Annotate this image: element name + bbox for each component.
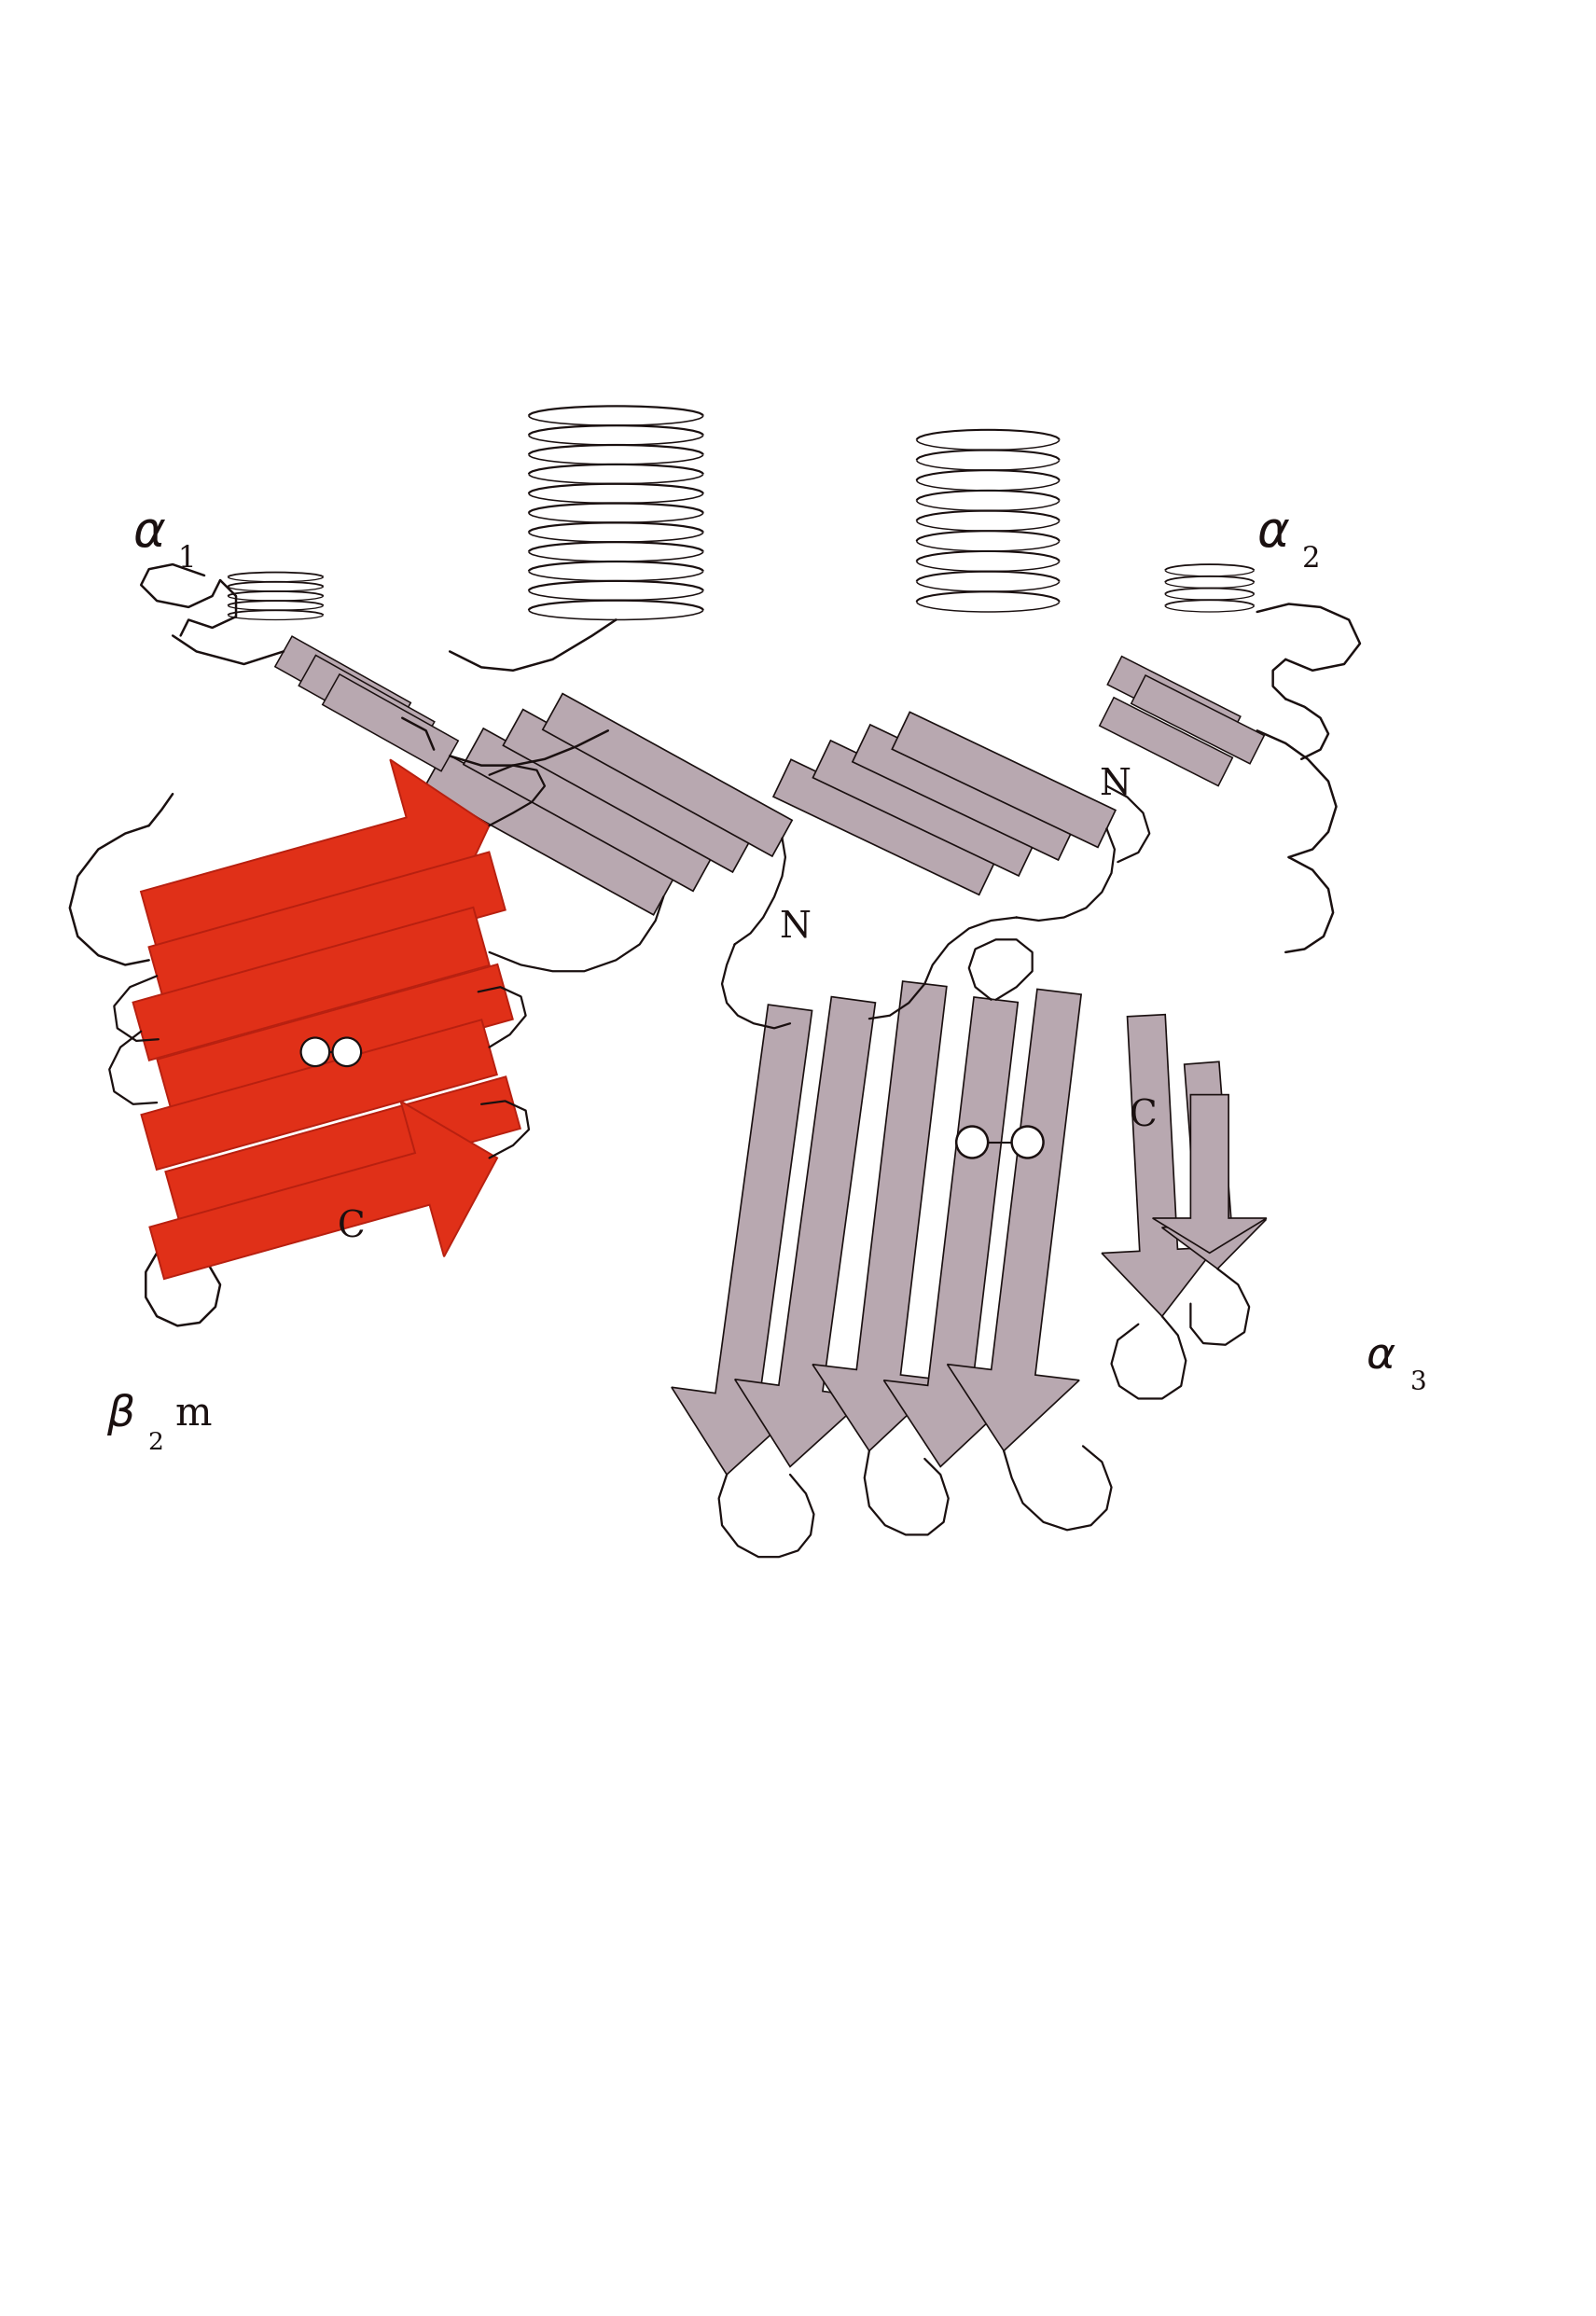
Polygon shape xyxy=(322,674,458,771)
Text: C: C xyxy=(338,1211,365,1246)
Text: $\alpha$: $\alpha$ xyxy=(1256,510,1290,556)
Text: $\beta$: $\beta$ xyxy=(105,1392,134,1438)
Polygon shape xyxy=(1162,1061,1266,1269)
Polygon shape xyxy=(1132,676,1264,764)
Polygon shape xyxy=(298,655,434,753)
Polygon shape xyxy=(503,709,753,873)
Text: N: N xyxy=(779,910,811,945)
Text: C: C xyxy=(1130,1100,1157,1135)
Text: $\alpha$: $\alpha$ xyxy=(132,510,166,556)
Text: 1: 1 xyxy=(177,544,196,574)
Polygon shape xyxy=(734,996,875,1466)
Polygon shape xyxy=(156,963,512,1114)
Polygon shape xyxy=(166,1077,520,1223)
Polygon shape xyxy=(672,1005,812,1475)
Polygon shape xyxy=(1152,1095,1267,1253)
Polygon shape xyxy=(148,852,506,1005)
Polygon shape xyxy=(150,1100,498,1278)
Text: 3: 3 xyxy=(1411,1371,1427,1394)
Polygon shape xyxy=(948,989,1080,1450)
Polygon shape xyxy=(463,730,713,892)
Text: 2: 2 xyxy=(1302,544,1320,574)
Polygon shape xyxy=(1101,1014,1216,1315)
Polygon shape xyxy=(275,637,410,734)
Polygon shape xyxy=(140,760,490,950)
Polygon shape xyxy=(425,753,674,915)
Polygon shape xyxy=(543,692,792,857)
Polygon shape xyxy=(892,711,1116,848)
Polygon shape xyxy=(142,1019,496,1170)
Polygon shape xyxy=(852,725,1076,859)
Polygon shape xyxy=(812,982,946,1450)
Polygon shape xyxy=(132,908,490,1061)
Text: $\alpha$: $\alpha$ xyxy=(1366,1334,1396,1378)
Text: m: m xyxy=(176,1394,212,1434)
Polygon shape xyxy=(812,741,1036,875)
Text: N: N xyxy=(1098,767,1130,801)
Circle shape xyxy=(956,1126,988,1158)
Text: 2: 2 xyxy=(147,1431,163,1454)
Circle shape xyxy=(332,1038,361,1065)
Circle shape xyxy=(1012,1126,1044,1158)
Polygon shape xyxy=(1100,697,1232,785)
Polygon shape xyxy=(774,760,998,894)
Circle shape xyxy=(302,1038,329,1065)
Polygon shape xyxy=(884,998,1018,1466)
Polygon shape xyxy=(1108,655,1240,746)
